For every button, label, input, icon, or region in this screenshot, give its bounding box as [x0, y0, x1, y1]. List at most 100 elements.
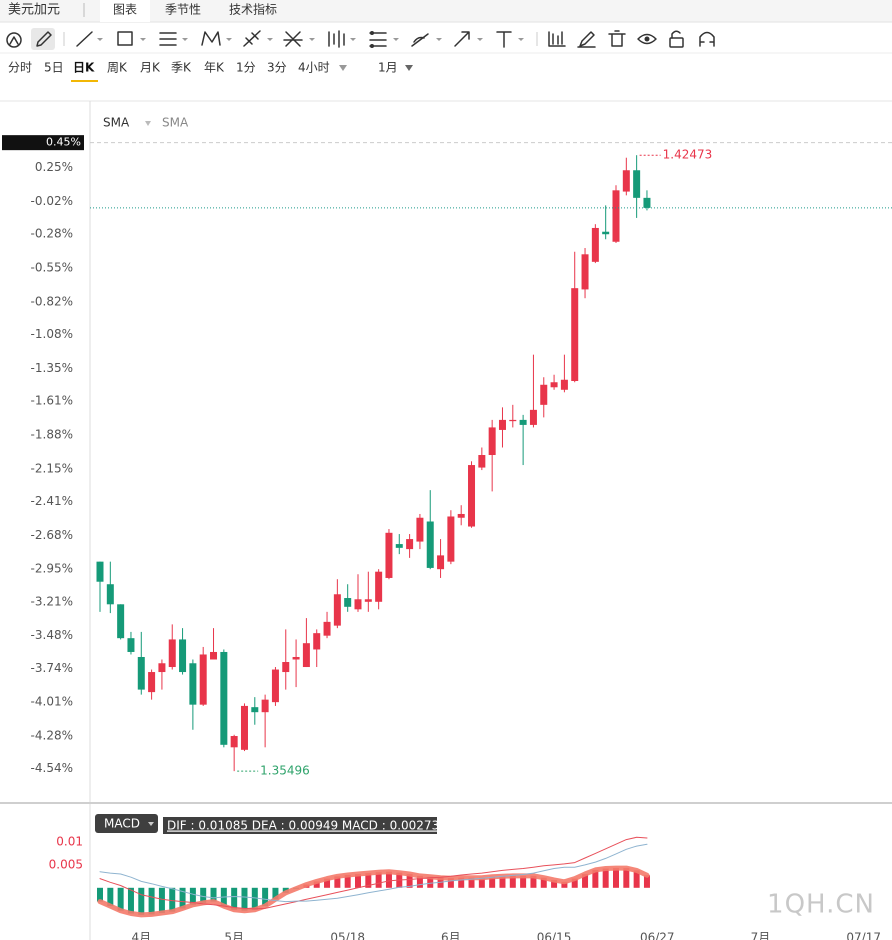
macd-bar	[633, 870, 640, 888]
candle-body	[313, 633, 321, 650]
macd-bar	[592, 869, 599, 888]
tool-visibility[interactable]	[637, 33, 657, 45]
active-tab-bg	[100, 0, 150, 22]
candle-body	[498, 419, 506, 430]
range-selector[interactable]: 1月	[378, 61, 398, 75]
tool-pencil[interactable]	[31, 28, 55, 50]
tool-arrow[interactable]	[454, 31, 483, 47]
period-option[interactable]: 5日	[44, 61, 64, 75]
y-tick-label: -1.61%	[31, 394, 73, 408]
period-option[interactable]: 周K	[107, 61, 128, 75]
y-tick-label: -0.28%	[31, 227, 73, 241]
tab[interactable]: 季节性	[165, 3, 201, 17]
macd-bar	[489, 876, 496, 888]
macd-bar	[571, 878, 578, 888]
indicator-caret	[145, 121, 151, 126]
tool-magnet[interactable]	[699, 31, 715, 47]
tool-rect[interactable]	[117, 31, 146, 46]
tool-channel[interactable]	[369, 31, 399, 48]
tool-chart[interactable]	[548, 31, 566, 47]
macd-line	[97, 865, 650, 918]
macd-bar	[313, 881, 320, 888]
period-option[interactable]: 季K	[171, 61, 192, 75]
period-option[interactable]: 月K	[140, 61, 161, 75]
macd-bar	[251, 887, 258, 910]
candle-body	[251, 707, 259, 713]
candle-body	[199, 654, 207, 705]
y-tick-label: 0.25%	[35, 160, 73, 174]
y-tick-label: -4.01%	[31, 695, 73, 709]
candle-body	[550, 382, 558, 388]
indicator-button-label[interactable]: MACD	[104, 817, 140, 831]
macd-bar	[127, 887, 134, 914]
y-tick-label: -0.55%	[31, 261, 73, 275]
candle-body	[117, 604, 125, 639]
y-tick-label: -0.02%	[31, 194, 73, 208]
period-bar: 分时 5日 日K 周K 月K 季K 年K 1分 3分 4小时	[8, 61, 330, 82]
macd-bar	[272, 887, 279, 900]
tab[interactable]: 技术指标	[229, 2, 277, 17]
candle-body	[529, 409, 537, 425]
macd-bar	[540, 877, 547, 888]
tool-text[interactable]	[496, 31, 524, 48]
candle-body	[591, 227, 599, 262]
y-tick-label: -3.74%	[31, 661, 73, 675]
tool-fib[interactable]	[243, 30, 273, 47]
period-option[interactable]: 年K	[204, 61, 225, 75]
candle-body	[540, 384, 548, 405]
macd-bar	[468, 877, 475, 888]
candle-body	[571, 288, 579, 382]
candle-body	[488, 427, 496, 456]
tool-brush[interactable]	[411, 33, 442, 47]
candle-body	[230, 736, 238, 748]
tool-cross[interactable]	[283, 31, 315, 47]
indicator-button-caret	[148, 822, 154, 826]
tab[interactable]: 图表	[113, 3, 137, 17]
macd-bar	[158, 887, 165, 914]
tool-lock[interactable]	[669, 30, 684, 48]
tool-delete[interactable]	[608, 30, 626, 47]
macd-bar	[148, 887, 155, 915]
candle-body	[168, 639, 176, 668]
indicator-button[interactable]	[95, 814, 158, 833]
macd-bar	[478, 877, 485, 888]
y-tick-label: -2.41%	[31, 494, 73, 508]
annotation-label: 1.35496	[260, 764, 310, 778]
candle-body	[375, 571, 383, 602]
candle-body	[323, 621, 331, 636]
tool-bars[interactable]	[328, 30, 356, 48]
candle-body	[560, 379, 568, 390]
period-dropdown[interactable]	[339, 65, 347, 71]
period-option[interactable]: 1分	[236, 61, 256, 75]
period-option[interactable]: 日K	[73, 61, 95, 75]
candle-body	[106, 584, 114, 605]
candle-body	[478, 455, 486, 468]
period-option[interactable]: 3分	[267, 61, 287, 75]
macd-bar	[623, 868, 630, 888]
macd-bar	[169, 887, 176, 912]
period-option[interactable]: 4小时	[298, 61, 330, 75]
tool-edit[interactable]	[577, 31, 596, 48]
x-tick-label: 06/27	[640, 931, 675, 940]
tool-line[interactable]	[76, 31, 103, 47]
macd-bar	[385, 871, 392, 888]
candle-body	[426, 521, 434, 568]
macd-bar	[427, 876, 434, 888]
candle-body	[240, 705, 248, 750]
tool-magnet-round[interactable]	[6, 32, 22, 48]
period-option[interactable]: 分时	[8, 61, 32, 75]
macd-bar	[499, 876, 506, 888]
main-chart: SMA SMA 0.25% -0.02% -0.28% -0.55% -0.82% -1.08…	[2, 116, 892, 778]
candle-body	[137, 656, 145, 690]
y-tick-label: -2.95%	[31, 562, 73, 576]
macd-bar	[520, 875, 527, 888]
macd-chart: MACD DIF : 0.01085 DEA : 0.00949 MACD : 0…	[49, 814, 881, 940]
y-tick-label: 0.01	[56, 834, 83, 848]
x-tick-label: 7月	[751, 931, 771, 940]
tool-hlines[interactable]	[159, 32, 188, 46]
range-dropdown[interactable]	[405, 65, 413, 71]
y-tick-label: -3.21%	[31, 594, 73, 608]
tool-pattern[interactable]	[201, 31, 232, 46]
macd-bar	[117, 887, 124, 911]
macd-bar	[355, 874, 361, 888]
